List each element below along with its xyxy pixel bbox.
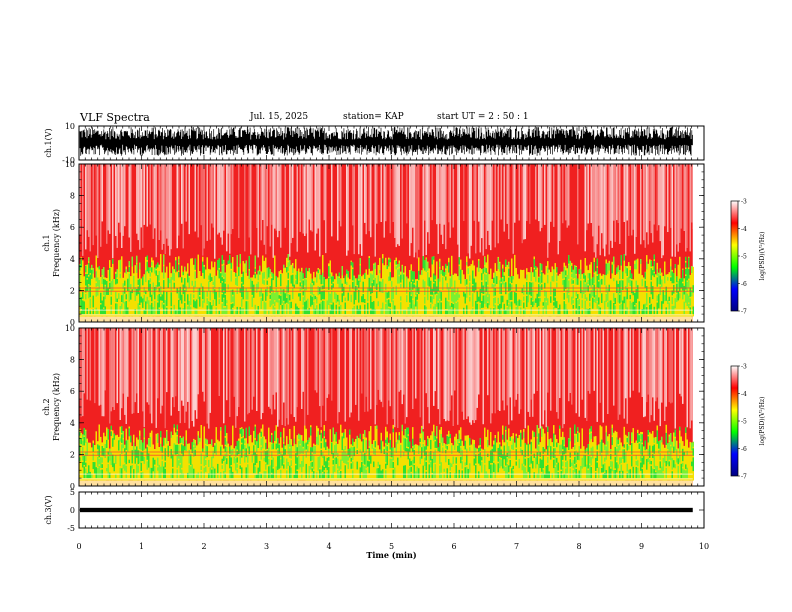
ch1-spectrogram-image bbox=[79, 164, 694, 322]
ch1-spectrogram-ytick-label: 8 bbox=[70, 192, 75, 201]
ch2-spectrogram-ytick-label: 2 bbox=[70, 450, 75, 459]
ch3-waveform-trace bbox=[80, 507, 693, 513]
ch2-spectrogram-ytick-label: 6 bbox=[70, 387, 75, 396]
colorbar-ch2-label: log(PSD)(V²/Hz) bbox=[759, 397, 766, 446]
station-label: station= KAP bbox=[343, 112, 404, 122]
ch3-waveform-ylabel: ch.3(V) bbox=[44, 495, 53, 524]
x-axis-label: Time (min) bbox=[366, 550, 416, 560]
colorbar-ch2-tick: -6 bbox=[741, 446, 747, 453]
colorbar-ch1-tick: -5 bbox=[741, 254, 747, 261]
start-time-label: start UT = 2 : 50 : 1 bbox=[437, 112, 529, 122]
ch2-spectrogram-ytick-label: 0 bbox=[70, 482, 75, 491]
ch1-waveform-trace bbox=[79, 126, 693, 156]
ch2-spectrogram-ytick-label: 10 bbox=[65, 324, 75, 333]
ch2-spectrogram-ytick-label: 4 bbox=[70, 419, 75, 428]
date-label: Jul. 15, 2025 bbox=[250, 112, 309, 122]
ch1-waveform-ylabel: ch.1(V) bbox=[44, 128, 53, 157]
colorbar-ch2-tick: -7 bbox=[741, 474, 747, 481]
ch1-spectrogram-ytick-label: 0 bbox=[70, 318, 75, 327]
colorbar-ch1-tick: -7 bbox=[741, 309, 747, 316]
xtick-label: 5 bbox=[389, 542, 394, 551]
ch1-waveform-ytick-label: -10 bbox=[62, 156, 75, 165]
ch3-waveform-ytick-label: 0 bbox=[70, 506, 75, 515]
colorbar-ch1-tick: -3 bbox=[741, 199, 747, 206]
ch2-spectrogram-ylabel-frequency: Frequency (kHz) bbox=[52, 373, 61, 441]
colorbar-ch1-tick: -6 bbox=[741, 281, 747, 288]
xtick-label: 7 bbox=[514, 542, 519, 551]
xtick-label: 4 bbox=[326, 542, 331, 551]
ch1-spectrogram-ylabel: ch.1 bbox=[42, 234, 51, 251]
colorbar-ch1 bbox=[730, 200, 739, 312]
ch2-spectrogram-ytick-label: 8 bbox=[70, 356, 75, 365]
colorbar-ch1-tick: -4 bbox=[741, 226, 747, 233]
colorbar-ch2 bbox=[730, 365, 739, 477]
xtick-label: 1 bbox=[139, 542, 144, 551]
xtick-label: 9 bbox=[639, 542, 644, 551]
ch2-spectrogram-ylabel: ch.2 bbox=[42, 398, 51, 415]
xtick-label: 2 bbox=[201, 542, 206, 551]
xtick-label: 3 bbox=[264, 542, 269, 551]
colorbar-ch2-tick: -4 bbox=[741, 391, 747, 398]
colorbar-ch1-label: log(PSD)(V²/Hz) bbox=[759, 232, 766, 281]
ch1-waveform-ytick-label: 10 bbox=[65, 122, 75, 131]
xtick-label: 6 bbox=[451, 542, 456, 551]
xtick-label: 8 bbox=[576, 542, 581, 551]
xtick-label: 10 bbox=[699, 542, 709, 551]
ch1-spectrogram-ytick-label: 6 bbox=[70, 223, 75, 232]
figure-title: VLF Spectra bbox=[80, 111, 150, 124]
ch3-waveform-ytick-label: -5 bbox=[67, 524, 75, 533]
ch1-spectrogram-ytick-label: 2 bbox=[70, 286, 75, 295]
ch3-waveform-ytick-label: 5 bbox=[70, 488, 75, 497]
ch1-spectrogram-ytick-label: 4 bbox=[70, 255, 75, 264]
ch1-spectrogram-ylabel-frequency: Frequency (kHz) bbox=[52, 209, 61, 277]
colorbar-ch2-tick: -5 bbox=[741, 419, 747, 426]
ch1-spectrogram-ytick-label: 10 bbox=[65, 160, 75, 169]
xtick-label: 0 bbox=[76, 542, 81, 551]
colorbar-ch2-tick: -3 bbox=[741, 364, 747, 371]
ch2-spectrogram-image bbox=[79, 328, 694, 486]
